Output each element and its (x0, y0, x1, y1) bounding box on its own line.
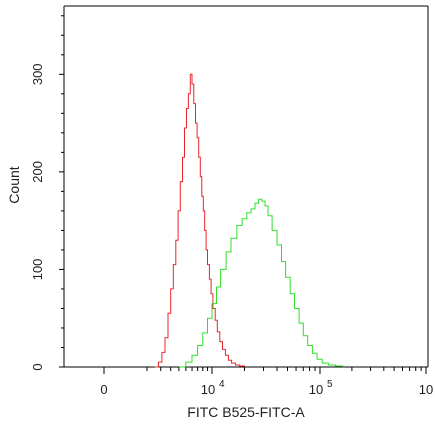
x-tick-group: 0 10 4 10 5 10 (100, 367, 433, 397)
y-tick-label: 200 (30, 161, 45, 183)
x-tick-label: 0 (100, 382, 107, 397)
y-axis-title: Count (6, 166, 22, 203)
series-line-0 (154, 73, 245, 368)
y-tick-group: 0 100 200 300 (30, 15, 64, 371)
x-axis-title: FITC B525-FITC-A (187, 404, 305, 420)
x-tick-label: 10 (309, 382, 323, 397)
y-tick-label: 300 (30, 63, 45, 85)
series-layer (154, 73, 344, 368)
y-tick-label: 0 (30, 363, 45, 370)
x-tick-exponent: 5 (327, 379, 333, 390)
x-tick-exponent: 4 (219, 379, 225, 390)
x-tick-label: 10 (419, 382, 433, 397)
plot-frame (63, 5, 429, 368)
x-tick-label: 10 (201, 382, 215, 397)
y-tick-label: 100 (30, 259, 45, 281)
series-line-1 (178, 198, 344, 368)
